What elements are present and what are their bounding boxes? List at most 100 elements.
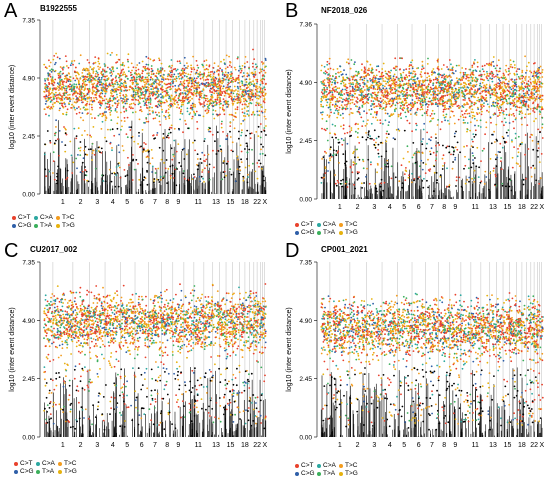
mutation-point <box>48 114 50 117</box>
mutation-point <box>136 83 138 86</box>
mutation-point <box>512 90 515 93</box>
mutation-point <box>95 70 98 73</box>
mutation-point <box>182 170 185 172</box>
mutation-point <box>234 98 237 101</box>
mutation-point <box>102 86 104 88</box>
mutation-point <box>254 170 257 173</box>
mutation-point <box>160 179 162 181</box>
mutation-point <box>65 133 68 136</box>
mutation-point <box>203 96 205 99</box>
mutation-point <box>91 100 94 103</box>
mutation-point <box>407 84 410 87</box>
mutation-point <box>173 98 176 100</box>
mutation-point <box>75 95 77 97</box>
legend-label: T>A <box>40 222 53 229</box>
mutation-point <box>504 69 507 71</box>
mutation-point <box>515 78 518 81</box>
mutation-point <box>397 128 400 131</box>
mutation-point <box>191 115 194 118</box>
x-tick-label: 5 <box>125 199 129 206</box>
mutation-point <box>420 71 423 73</box>
mutation-point <box>417 99 420 102</box>
mutation-point <box>113 82 116 85</box>
mutation-point <box>222 160 225 163</box>
mutation-point <box>397 115 400 118</box>
mutation-point <box>249 99 252 102</box>
mutation-point <box>175 69 178 72</box>
mutation-point <box>352 161 355 164</box>
mutation-point <box>220 126 223 129</box>
mutation-point <box>223 113 226 116</box>
mutation-point <box>236 168 239 171</box>
mutation-point <box>169 126 171 129</box>
mutation-point <box>129 129 132 131</box>
mutation-point <box>210 98 212 101</box>
mutation-point <box>247 176 249 179</box>
mutation-point <box>262 74 264 76</box>
mutation-point <box>114 185 117 188</box>
mutation-point <box>79 141 82 143</box>
mutation-point <box>179 112 182 115</box>
mutation-point <box>196 168 199 171</box>
mutation-point <box>532 73 535 75</box>
mutation-point <box>261 87 264 90</box>
mutation-point <box>75 77 78 80</box>
mutation-point <box>126 116 129 119</box>
mutation-point <box>349 131 351 133</box>
mutation-point <box>406 87 409 90</box>
mutation-point <box>163 114 166 117</box>
y-axis-label: log10 (inter event distance) <box>9 65 16 149</box>
mutation-point <box>408 64 411 66</box>
mutation-point <box>43 63 46 66</box>
mutation-point <box>108 82 111 85</box>
mutation-point <box>442 92 445 94</box>
mutation-point <box>111 104 114 107</box>
mutation-point <box>326 101 329 104</box>
mutation-point <box>51 107 53 110</box>
mutation-point <box>59 78 61 80</box>
mutation-point <box>520 88 522 91</box>
mutation-point <box>83 130 86 132</box>
mutation-point <box>409 102 412 104</box>
mutation-point <box>388 84 391 87</box>
mutation-point <box>363 89 366 91</box>
mutation-point <box>261 61 263 63</box>
mutation-point <box>211 100 214 102</box>
mutation-point <box>122 149 125 152</box>
mutation-point <box>211 133 214 136</box>
mutation-point <box>265 125 267 127</box>
mutation-point <box>47 72 49 74</box>
mutation-point <box>72 105 75 108</box>
mutation-point <box>158 181 161 183</box>
mutation-point <box>96 72 99 74</box>
mutation-point <box>134 80 137 83</box>
mutation-point <box>63 94 66 97</box>
mutation-point <box>503 124 505 127</box>
mutation-point <box>517 148 519 150</box>
mutation-point <box>520 85 523 88</box>
mutation-point <box>82 119 85 122</box>
mutation-point <box>508 70 510 72</box>
mutation-point <box>126 77 129 80</box>
mutation-point <box>199 158 202 160</box>
mutation-point <box>168 128 171 131</box>
mutation-point <box>138 95 141 97</box>
mutation-point <box>204 85 207 88</box>
mutation-point <box>59 107 61 110</box>
mutation-point <box>234 68 237 71</box>
mutation-point <box>193 111 196 114</box>
mutation-point <box>164 171 167 174</box>
mutation-point <box>470 111 473 114</box>
mutation-point <box>431 73 433 76</box>
mutation-point <box>338 100 341 102</box>
mutation-point <box>158 57 160 60</box>
mutation-point <box>82 76 85 78</box>
mutation-point <box>402 71 405 74</box>
mutation-point <box>249 102 252 104</box>
mutation-point <box>130 136 133 139</box>
mutation-point <box>62 72 65 75</box>
mutation-point <box>137 143 140 145</box>
mutation-point <box>138 101 141 103</box>
mutation-point <box>239 144 242 147</box>
mutation-point <box>84 80 87 83</box>
